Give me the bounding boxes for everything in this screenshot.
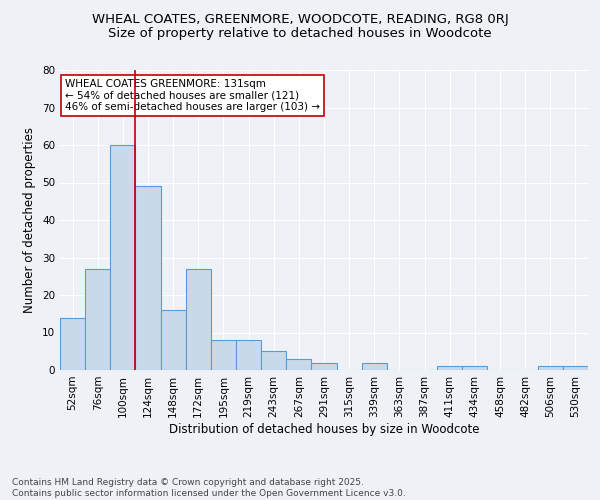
Bar [60, 318, 85, 370]
Bar [110, 145, 136, 370]
Bar [236, 340, 261, 370]
Bar [186, 269, 211, 370]
Bar [261, 351, 286, 370]
Text: Contains HM Land Registry data © Crown copyright and database right 2025.
Contai: Contains HM Land Registry data © Crown c… [12, 478, 406, 498]
Bar [462, 366, 487, 370]
Y-axis label: Number of detached properties: Number of detached properties [23, 127, 37, 313]
Bar [286, 359, 311, 370]
Text: WHEAL COATES GREENMORE: 131sqm
← 54% of detached houses are smaller (121)
46% of: WHEAL COATES GREENMORE: 131sqm ← 54% of … [65, 79, 320, 112]
Bar [136, 186, 161, 370]
Bar [362, 362, 387, 370]
X-axis label: Distribution of detached houses by size in Woodcote: Distribution of detached houses by size … [169, 422, 479, 436]
Bar [311, 362, 337, 370]
Bar [538, 366, 563, 370]
Text: Size of property relative to detached houses in Woodcote: Size of property relative to detached ho… [108, 28, 492, 40]
Bar [85, 269, 110, 370]
Bar [563, 366, 588, 370]
Bar [437, 366, 462, 370]
Bar [161, 310, 186, 370]
Bar [211, 340, 236, 370]
Text: WHEAL COATES, GREENMORE, WOODCOTE, READING, RG8 0RJ: WHEAL COATES, GREENMORE, WOODCOTE, READI… [92, 12, 508, 26]
